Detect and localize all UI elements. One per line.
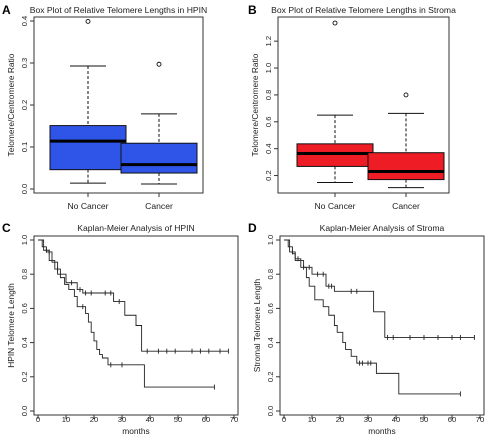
y-tick-label: 0.4 [20,337,29,348]
y-tick-label: 0.6 [266,303,275,314]
y-tick-label: 1.2 [264,36,273,47]
panel-letter-A: A [2,3,11,17]
y-tick-label: 0.0 [20,406,29,417]
box-iqr [49,125,127,171]
panel-letter-C: C [2,221,11,235]
km-survival-curve-1 [38,239,215,388]
plot-frame [277,16,450,194]
x-axis-label: months [368,426,395,436]
x-tick-label: 60 [202,415,210,424]
x-tick-label: 30 [118,415,126,424]
y-tick-label: 0.1 [20,142,29,153]
box-outlier [332,20,338,26]
panel-a-boxplot: Box Plot of Relative Telomere Lengths in… [6,5,207,211]
y-tick-label: 0.0 [266,406,275,417]
x-axis-label: months [122,426,149,436]
y-tick-label: 0.2 [264,170,273,181]
y-axis-label: HPIN Telomere Length [6,283,16,368]
x-category-label: No Cancer [314,201,355,211]
panel-b-boxplot: Box Plot of Relative Telomere Lengths in… [250,5,456,211]
km-survival-curve-1 [284,239,461,395]
x-category-label: No Cancer [67,201,108,211]
box-outlier [85,18,91,24]
x-tick-label: 50 [420,415,428,424]
x-tick-label: 30 [364,415,372,424]
panel-d-kaplan-meier: Kaplan-Meier Analysis of Stroma Stromal T… [252,223,485,436]
chart-title: Kaplan-Meier Analysis of Stroma [320,223,445,233]
x-tick-label: 40 [146,415,154,424]
x-category-label: Cancer [392,201,420,211]
y-tick-label: 0.4 [266,337,275,348]
x-tick-label: 70 [476,415,484,424]
x-tick-label: 20 [336,415,344,424]
y-tick-label: 0.8 [20,269,29,280]
x-category-label: Cancer [145,201,173,211]
y-tick-label: 0.4 [264,143,273,154]
y-tick-label: 0.8 [266,269,275,280]
x-tick-label: 0 [36,415,40,424]
y-tick-label: 0.2 [20,100,29,111]
y-axis-label: Stromal Telomere Length [252,278,262,372]
chart-title: Kaplan-Meier Analysis of HPIN [77,223,195,233]
x-tick-label: 20 [90,415,98,424]
y-tick-label: 1.0 [20,235,29,246]
y-tick-label: 0.0 [20,184,29,195]
x-tick-label: 0 [282,415,286,424]
plot-frame [279,235,485,416]
chart-title: Box Plot of Relative Telomere Lengths in… [30,5,208,15]
y-tick-label: 0.6 [20,303,29,314]
y-tick-label: 1.0 [264,63,273,74]
x-tick-label: 40 [392,415,400,424]
y-tick-label: 1.0 [266,235,275,246]
box-outlier [156,61,162,67]
x-tick-label: 10 [62,415,70,424]
y-tick-label: 0.3 [20,58,29,69]
y-tick-label: 0.4 [20,16,29,27]
panel-letter-B: B [248,3,257,17]
km-survival-curve-2 [284,239,475,338]
box-outlier [403,92,409,98]
box-iqr [296,143,374,167]
y-tick-label: 0.6 [264,117,273,128]
box-iqr [120,142,198,174]
box-iqr [367,152,445,181]
x-tick-label: 50 [174,415,182,424]
x-tick-label: 70 [230,415,238,424]
y-tick-label: 0.2 [20,372,29,383]
y-tick-label: 0.2 [266,372,275,383]
x-tick-label: 10 [308,415,316,424]
plot-frame [33,235,239,416]
y-tick-label: 0.8 [264,90,273,101]
y-axis-label: Telomere/Centromere Ratio [250,53,260,156]
km-survival-curve-2 [38,239,229,352]
panel-c-kaplan-meier: Kaplan-Meier Analysis of HPIN HPIN Telome… [6,223,239,436]
x-tick-label: 60 [448,415,456,424]
chart-title: Box Plot of Relative Telomere Lengths in… [271,5,456,15]
y-axis-label: Telomere/Centromere Ratio [6,53,16,156]
panel-letter-D: D [248,221,257,235]
